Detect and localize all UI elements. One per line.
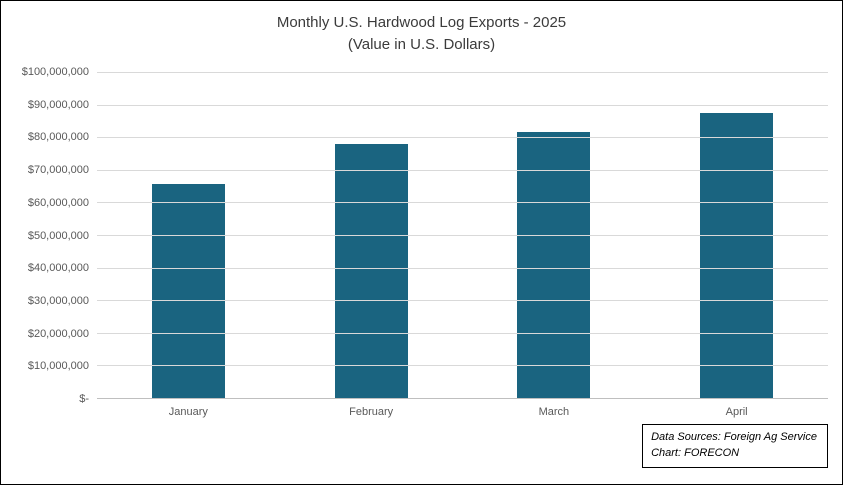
y-axis-label: $- xyxy=(79,393,89,405)
x-axis-label: April xyxy=(725,406,748,418)
y-axis-label: $80,000,000 xyxy=(27,131,89,144)
chart-subtitle: (Value in U.S. Dollars) xyxy=(347,36,496,53)
y-axis-label: $60,000,000 xyxy=(27,196,89,209)
x-axis-label: March xyxy=(538,406,570,418)
bar-april xyxy=(700,112,774,398)
y-axis-label: $90,000,000 xyxy=(27,98,89,111)
y-axis-label: $10,000,000 xyxy=(27,360,89,373)
bar-january xyxy=(151,184,225,398)
gridline xyxy=(97,169,828,171)
y-axis-label: $40,000,000 xyxy=(27,262,89,275)
gridline xyxy=(97,365,828,367)
y-axis-label: $50,000,000 xyxy=(27,229,89,242)
gridline xyxy=(97,104,828,106)
bar-slot xyxy=(280,72,463,398)
bars-container xyxy=(97,72,828,398)
gridline xyxy=(97,72,828,73)
y-axis: $100,000,000 $90,000,000 $80,000,000 $70,00… xyxy=(7,66,89,405)
chart-title: Monthly U.S. Hardwood Log Exports - 2025 xyxy=(276,14,567,31)
x-axis: January February March April xyxy=(97,406,828,418)
gridline xyxy=(97,235,828,236)
bar-slot xyxy=(645,72,828,398)
gridline xyxy=(97,137,828,139)
bar-february xyxy=(334,143,408,398)
gridline xyxy=(97,202,828,204)
annotation-box: Data Sources: Foreign Ag Service Chart: … xyxy=(642,424,828,468)
y-axis-label: $100,000,000 xyxy=(21,66,89,78)
x-axis-label: February xyxy=(349,406,394,418)
y-axis-label: $70,000,000 xyxy=(27,164,89,177)
y-axis-label: $20,000,000 xyxy=(27,327,89,340)
plot-area xyxy=(97,72,828,399)
gridline xyxy=(97,300,828,302)
annotation-chart-credit: Chart: FORECON xyxy=(651,447,740,460)
y-axis-label: $30,000,000 xyxy=(27,294,89,307)
gridline xyxy=(97,332,828,334)
gridline xyxy=(97,267,828,269)
bar-slot xyxy=(97,72,280,398)
bar-slot xyxy=(463,72,646,398)
annotation-data-sources: Data Sources: Foreign Ag Service xyxy=(651,431,817,444)
bar-march xyxy=(517,132,591,398)
x-axis-label: January xyxy=(168,406,208,418)
